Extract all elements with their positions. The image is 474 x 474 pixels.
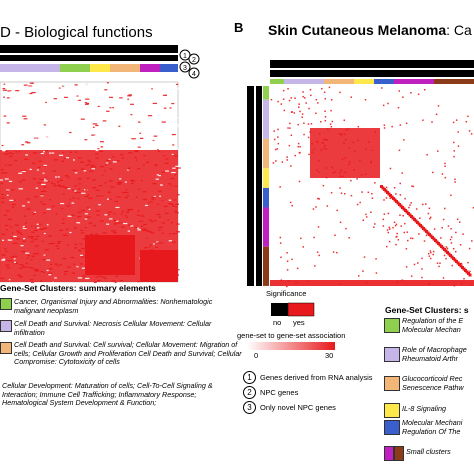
association-colorbar: [247, 342, 335, 350]
significance-yes: yes: [293, 318, 305, 327]
svg-text:1: 1: [183, 53, 187, 60]
left-cluster-1: Cancer, Organismal Injury and Abnormalit…: [14, 297, 213, 315]
association-min: 0: [254, 351, 259, 360]
circle-num-3: 3: [243, 401, 256, 414]
right-top-colorbar: [270, 79, 474, 84]
right-side-bar-2: [256, 86, 262, 286]
left-cluster-legend-title: Gene-Set Clusters: summary elements: [0, 283, 156, 293]
left-cluster-3: Cell Death and Survival: Cell survival; …: [14, 340, 242, 367]
right-side-colorbar: [263, 86, 269, 286]
right-cluster-1: Regulation of the E Molecular Mechan: [402, 316, 464, 334]
right-cluster-5: Molecular Mechani Regulation Of The: [402, 418, 463, 436]
right-swatch-purple: [384, 347, 400, 362]
circle-legend-3: 3 Only novel NPC genes: [243, 401, 336, 414]
right-swatch-orange: [384, 376, 400, 391]
svg-text:4: 4: [192, 71, 196, 78]
significance-title: Significance: [266, 289, 307, 298]
right-title-bold: Skin Cutaneous Melanoma: [268, 22, 447, 38]
right-cluster-2: Role of Macrophage Rheumatoid Arthr: [402, 345, 467, 363]
significance-no: no: [273, 318, 282, 327]
svg-text:2: 2: [192, 57, 196, 64]
circle-num-1: 1: [243, 371, 256, 384]
left-swatch-purple: [0, 320, 12, 332]
circle-text-2: NPC genes: [260, 388, 299, 397]
left-swatch-orange: [0, 342, 12, 354]
right-top-bar-2: [270, 70, 474, 77]
circle-legend-1: 1 Genes derived from RNA analysis: [243, 371, 373, 384]
right-top-bar-1: [270, 60, 474, 68]
svg-text:3: 3: [183, 65, 187, 72]
left-heatmap: [0, 45, 181, 284]
left-panel-title: D - Biological functions: [0, 24, 153, 41]
right-heatmap-area: [270, 86, 474, 286]
right-cluster-3: Glucocorticoid Rec Senescence Pathw: [402, 374, 464, 392]
right-swatch-blue: [384, 420, 400, 435]
circle-legend-2: 2 NPC genes: [243, 386, 298, 399]
left-annotation-bar-1: [0, 45, 178, 53]
right-cluster-6: Small clusters: [406, 447, 451, 456]
left-cluster-2: Cell Death and Survival: Necrosis Cellul…: [14, 319, 212, 337]
circle-markers: 1 2 3 4: [179, 49, 200, 79]
right-heatmap: [247, 60, 474, 288]
left-cluster-4: Cellular Development: Maturation of cell…: [2, 381, 213, 408]
left-annotation-bar-2: [0, 55, 178, 61]
left-swatch-green: [0, 298, 12, 310]
circle-text-3: Only novel NPC genes: [260, 403, 336, 412]
right-swatch-green: [384, 318, 400, 333]
left-cluster-colorbar: [0, 64, 178, 72]
right-cluster-4: IL-8 Signaling: [402, 404, 446, 413]
right-panel-title: Skin Cutaneous Melanoma: Ca: [268, 22, 472, 38]
right-swatch-magenta: [384, 446, 394, 461]
right-side-bar-1: [247, 86, 254, 286]
right-title-suffix: : Ca: [446, 22, 472, 38]
significance-legend: [271, 302, 315, 317]
right-swatch-brown: [394, 446, 404, 461]
right-swatch-yellow: [384, 403, 400, 418]
circle-text-1: Genes derived from RNA analysis: [260, 373, 373, 382]
association-title: gene-set to gene-set association: [237, 331, 346, 340]
circle-num-2: 2: [243, 386, 256, 399]
right-cluster-legend-title: Gene-Set Clusters: s: [385, 305, 469, 315]
panel-letter: B: [234, 20, 244, 35]
association-max: 30: [325, 351, 334, 360]
